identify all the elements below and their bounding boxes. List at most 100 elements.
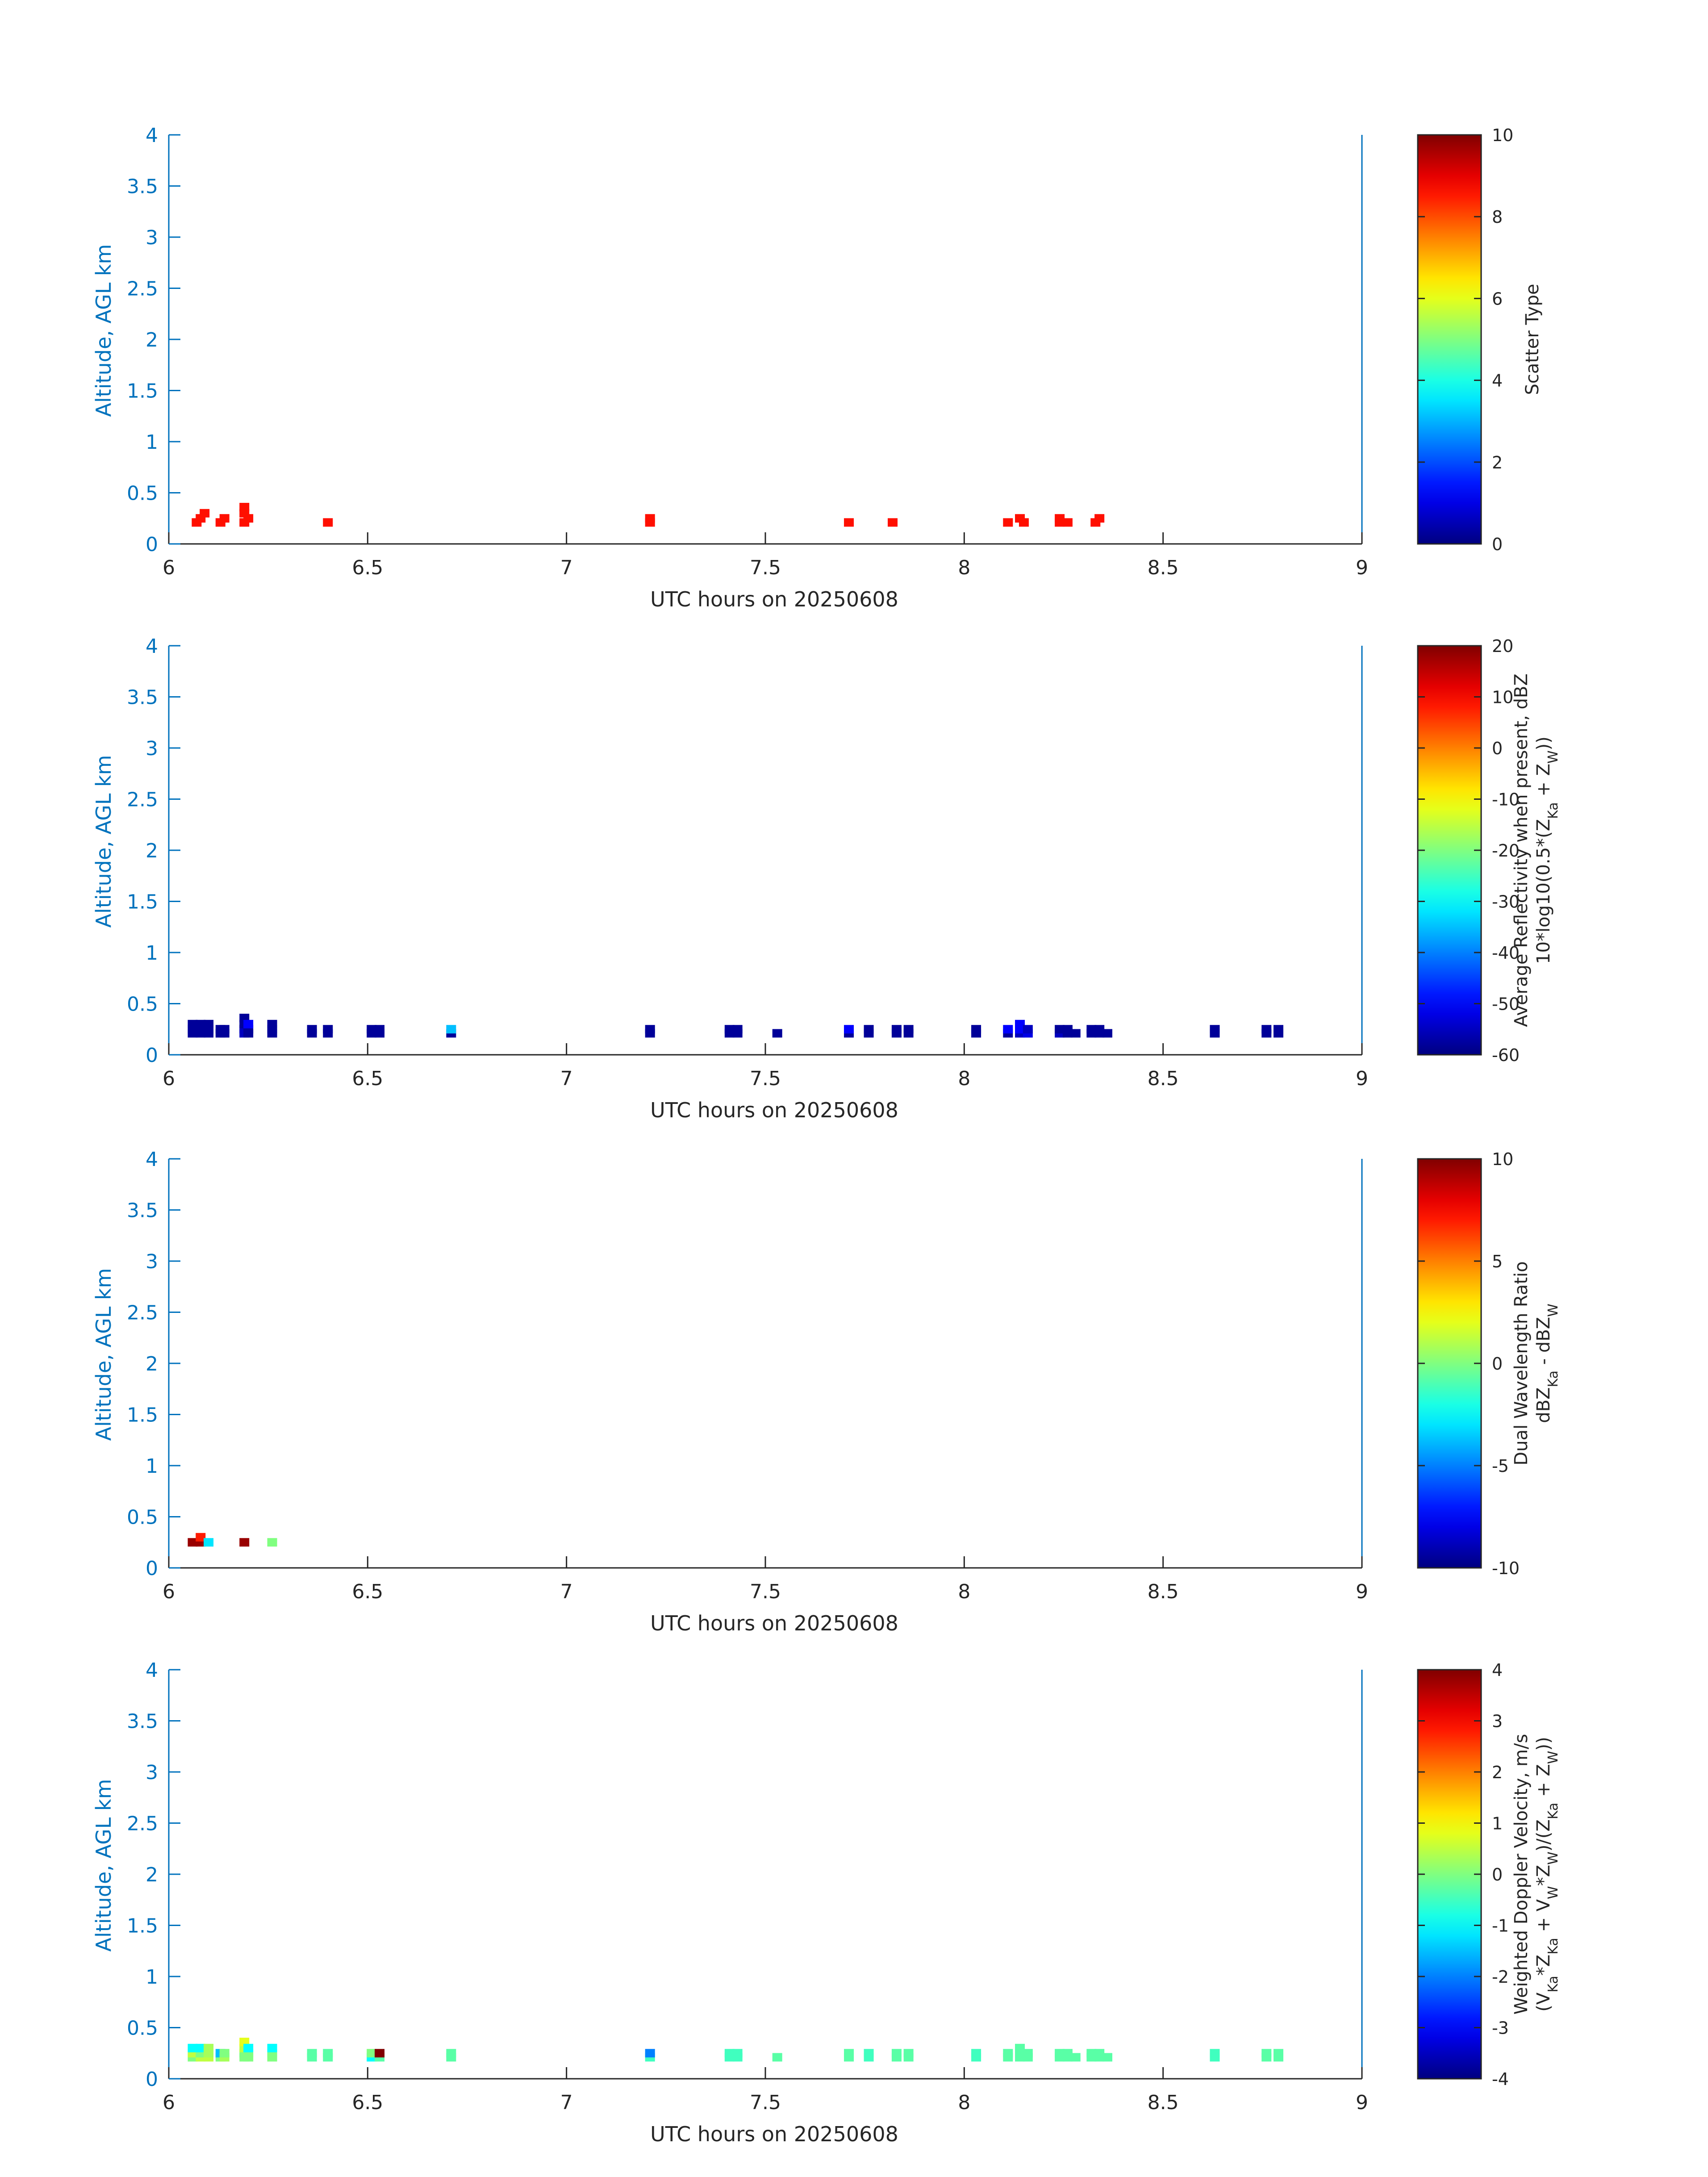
heatmap-cell [243,514,254,523]
y-axis-label: Altitude, AGL km [92,1779,116,1951]
x-tick-label: 6.5 [352,1067,383,1090]
heatmap-cell [732,1025,743,1034]
heatmap-cell [188,1538,198,1547]
heatmap-cell [243,2043,254,2052]
heatmap-cell [267,1538,277,1547]
heatmap-cell [891,1025,902,1034]
x-tick-label: 9 [1356,1067,1368,1090]
x-tick-label: 9 [1356,1580,1368,1603]
x-tick-label: 8 [958,1067,970,1090]
heatmap-cell [772,1029,782,1038]
heatmap-cell [219,514,230,523]
x-tick-label: 7.5 [750,556,781,579]
heatmap-cell [888,518,898,527]
heatmap-cells [188,1014,1283,1038]
heatmap-cell [645,2049,655,2058]
y-tick-label: 2.5 [127,789,158,811]
heatmap-cell [864,1025,874,1034]
heatmap-cell [1062,518,1073,527]
colorbar-tick-label: -2 [1492,1967,1509,1987]
heatmap-cell [724,1025,735,1034]
colorbar: -60 -50 -40 -30 -20 -10 0 10 20 Average Reflectiv… [1417,636,1561,1065]
colorbar-gradient [1417,1669,1482,2080]
colorbar: -4 -3 -2 -1 0 1 2 3 4 Weighted Doppler Velocity, … [1417,1660,1561,2089]
y-tick-label: 1.5 [127,380,158,403]
colorbar-tick-label: 2 [1492,453,1503,472]
y-tick-label: 1 [146,1966,158,1989]
heatmap-cell [891,2049,902,2058]
x-tick-label: 7 [560,1580,573,1603]
heatmap-cell [1261,2049,1272,2058]
y-tick-label: 1.5 [127,1915,158,1938]
colorbar: 0 2 4 6 8 10 Scatter Type [1417,125,1543,554]
heatmap-cell [200,509,210,518]
panel-2: 6 6.5 7 7.5 8 8.5 9 0 0.5 1 1.5 2 2.5 3 3.5 4 UTC hours … [92,635,1561,1122]
heatmap-cell [323,2049,333,2058]
colorbar-tick-label: -60 [1492,1045,1520,1065]
heatmap-cell [1086,2049,1097,2058]
y-tick-label: 0.5 [127,993,158,1016]
colorbar-tick-label: -5 [1492,1456,1509,1476]
heatmap-cell [307,1025,317,1034]
colorbar-tick-label: 4 [1492,371,1503,391]
heatmap-cell [1019,518,1029,527]
colorbar-tick-label: 0 [1492,1354,1503,1374]
heatmap-cell [1273,1025,1283,1034]
colorbar-tick-label: -1 [1492,1916,1509,1936]
y-tick-label: 3 [146,226,158,249]
colorbar-tick-label: 1 [1492,1814,1503,1834]
x-axis-label: UTC hours on 20250608 [650,1098,898,1122]
colorbar: -10 -5 0 5 10 Dual Wavelength Ratio dBZKa - dB… [1417,1149,1561,1578]
colorbar-gradient [1417,134,1482,545]
y-tick-label: 2 [146,329,158,351]
heatmap-cell [903,1025,914,1034]
colorbar-label: Dual Wavelength Ratio [1511,1261,1532,1465]
heatmap-cell [446,1025,456,1034]
colorbar-tick-label: -40 [1492,943,1520,963]
x-tick-label: 8 [958,1580,970,1603]
heatmap-cell [323,518,333,527]
x-tick-label: 6 [163,556,175,579]
heatmap-cell [204,1020,214,1028]
heatmap-cell [844,1025,854,1034]
panels: 6 6.5 7 7.5 8 8.5 9 0 0.5 1 1.5 2 2.5 3 3.5 4 UTC hours … [92,124,1561,2146]
y-tick-label: 0 [146,2068,158,2091]
y-tick-label: 3 [146,1761,158,1784]
x-axis-label: UTC hours on 20250608 [650,2122,898,2146]
heatmap-cells [192,503,1105,527]
heatmap-cell [645,514,655,523]
heatmap-cell [1062,2049,1073,2058]
heatmap-cell [446,2049,456,2058]
heatmap-cell [1094,1025,1105,1034]
panel-4: 6 6.5 7 7.5 8 8.5 9 0 0.5 1 1.5 2 2.5 3 3.5 4 UTC hours … [92,1659,1561,2146]
heatmap-cell [1003,518,1013,527]
colorbar-tick-label: 2 [1492,1763,1503,1782]
heatmap-cell [239,503,250,512]
colorbar-tick-label: 10 [1492,688,1513,707]
y-tick-label: 1.5 [127,891,158,914]
heatmap-cell [844,2049,854,2058]
heatmap-cell [1015,2043,1025,2052]
y-tick-label: 2 [146,1864,158,1886]
x-tick-label: 8.5 [1148,2091,1179,2114]
y-tick-label: 2 [146,1353,158,1375]
heatmap-cell [724,2049,735,2058]
colorbar-tick-label: 10 [1492,125,1513,145]
x-tick-label: 7 [560,2091,573,2114]
heatmap-cell [196,1020,206,1028]
y-tick-label: 4 [146,635,158,658]
x-axis-label: UTC hours on 20250608 [650,587,898,611]
colorbar-tick-label: -50 [1492,994,1520,1014]
colorbar-tick-label: 6 [1492,289,1503,309]
y-tick-label: 4 [146,1148,158,1171]
y-tick-label: 3.5 [127,1199,158,1222]
panel-1: 6 6.5 7 7.5 8 8.5 9 0 0.5 1 1.5 2 2.5 3 3.5 4 UTC hours … [92,124,1543,611]
heatmap-cell [267,2043,277,2052]
heatmap-cell [1102,2053,1112,2062]
y-tick-label: 1 [146,431,158,454]
heatmap-cell [196,2043,206,2052]
panel-3: 6 6.5 7 7.5 8 8.5 9 0 0.5 1 1.5 2 2.5 3 3.5 4 UTC hours … [92,1148,1561,1635]
heatmap-cell [375,2049,385,2058]
heatmap-cell [1015,1020,1025,1028]
